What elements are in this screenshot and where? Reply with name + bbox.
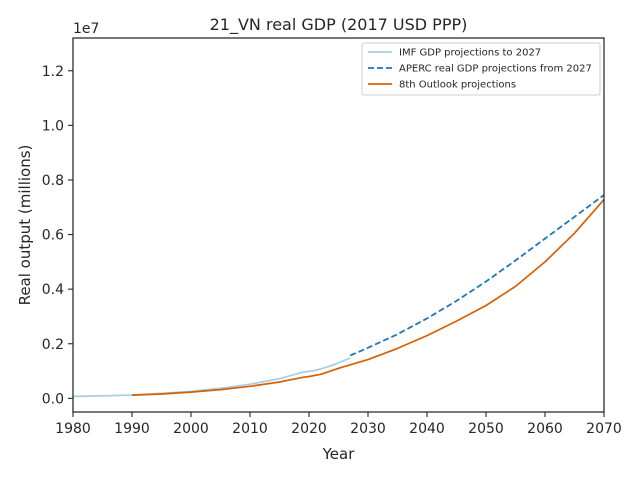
chart-title: 21_VN real GDP (2017 USD PPP) [210,15,468,35]
series-line-2 [349,194,605,357]
x-tick-label: 2030 [350,421,386,437]
y-offset-label: 1e7 [73,21,99,37]
x-tick-label: 1980 [55,421,91,437]
y-axis-title: Real output (millions) [16,145,34,306]
y-tick-label: 0.8 [42,173,64,189]
x-tick-label: 2050 [468,421,504,437]
x-axis-title: Year [322,445,356,463]
y-tick-label: 0.6 [42,228,64,244]
legend: IMF GDP projections to 2027 APERC real GD… [361,42,601,96]
series-line-3 [131,199,605,396]
axes-frame [72,37,605,413]
y-tick-label: 0.0 [42,391,64,407]
x-tick-label: 2060 [527,421,563,437]
axis-ticks: 1980 1990 2000 2010 2020 2030 2040 2050 2060 2070… [42,64,622,437]
legend-box [361,42,601,96]
x-tick-label: 1990 [114,421,150,437]
x-tick-label: 2000 [173,421,209,437]
legend-label-2: APERC real GDP projections from 2027 [399,64,592,75]
x-tick-label: 2010 [232,421,268,437]
legend-label-3: 8th Outlook projections [399,80,516,91]
legend-items: IMF GDP projections to 2027 APERC real GD… [368,48,592,91]
y-tick-label: 0.4 [42,282,64,298]
x-tick-label: 2040 [409,421,445,437]
x-tick-label: 2070 [586,421,622,437]
y-tick-label: 1.0 [42,118,64,134]
y-tick-label: 0.2 [42,337,64,353]
plot-area [72,194,605,398]
x-tick-label: 2020 [291,421,327,437]
y-tick-label: 1.2 [42,64,64,80]
legend-label-1: IMF GDP projections to 2027 [399,48,541,59]
